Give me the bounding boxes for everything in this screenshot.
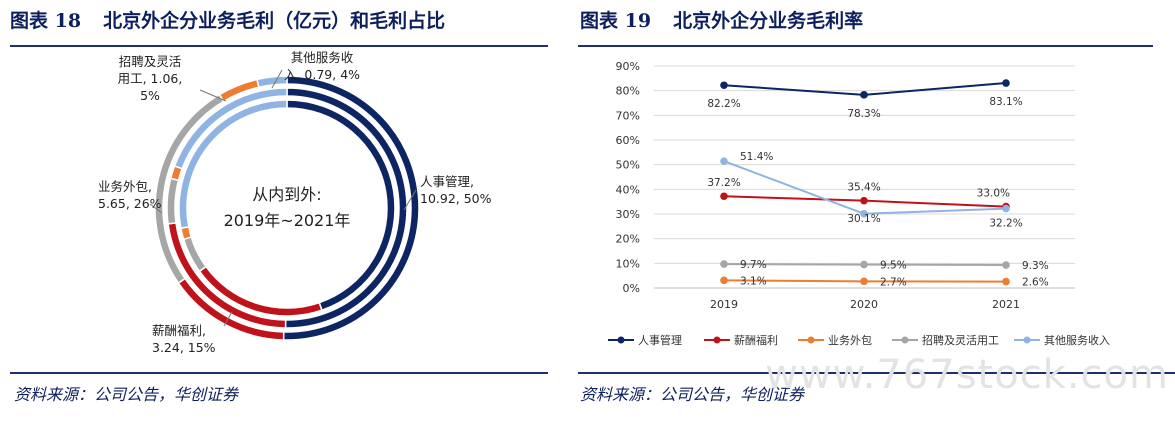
- donut-leader-line-2: [149, 203, 163, 214]
- left-source-rule: [10, 372, 548, 374]
- data-label-1-1: 35.4%: [847, 182, 880, 194]
- y-tick-label-0: 0%: [623, 282, 640, 295]
- donut-label-4-line-1: 入, 0.79, 4%: [284, 67, 360, 82]
- series-point-2-0: [720, 276, 728, 285]
- right-figure-title-text: 北京外企分业务毛利率: [673, 10, 864, 32]
- series-point-2-1: [860, 277, 868, 286]
- donut-label-2-line-1: 5.65, 26%: [98, 196, 162, 211]
- donut-label-0-line-1: 10.92, 50%: [420, 191, 492, 206]
- line-chart: 0% 10% 20% 30% 40% 50% 60% 70% 80% 90% 2019 2020 202…: [608, 60, 1110, 347]
- legend-marker-2: [807, 336, 815, 344]
- series-point-4-2: [1002, 204, 1010, 213]
- right-source-rule: [578, 372, 1175, 374]
- data-label-1-2: 33.0%: [977, 188, 1010, 200]
- donut-slice-2020-2: [166, 177, 180, 225]
- donut-slice-2021-4: [256, 75, 288, 89]
- watermark: www.767stock.com: [765, 352, 1169, 398]
- series-point-1-1: [860, 196, 868, 205]
- left-figure-number: 图表 18: [10, 10, 82, 32]
- donut-label-1-line-1: 3.24, 15%: [152, 340, 216, 355]
- legend-marker-0: [617, 336, 625, 344]
- left-figure-panel: 图表 18 北京外企分业务毛利（亿元）和毛利占比 从内到外: 2019年~2021年…: [0, 0, 560, 441]
- legend-label-4: 其他服务收入: [1044, 333, 1110, 347]
- donut-slice-2019-1: [198, 265, 323, 317]
- legend-label-2: 业务外包: [828, 334, 872, 347]
- legend-marker-1: [713, 336, 721, 344]
- series-point-3-0: [720, 260, 728, 268]
- data-label-4-2: 32.2%: [989, 218, 1022, 230]
- data-label-4-1: 30.1%: [847, 213, 880, 225]
- donut-leader-line-3: [199, 89, 227, 102]
- donut-label-4-line-0: 其他服务收: [291, 50, 354, 65]
- data-label-0-0: 82.2%: [707, 98, 740, 110]
- y-tick-label-4: 40%: [616, 183, 640, 196]
- data-label-2-1: 2.7%: [880, 276, 907, 288]
- data-label-2-0: 3.1%: [740, 275, 767, 287]
- donut-label-1-line-0: 薪酬福利,: [152, 323, 206, 338]
- data-label-1-0: 37.2%: [707, 177, 740, 189]
- series-point-4-1: [860, 209, 868, 218]
- donut-center-text-1: 2019年~2021年: [224, 211, 351, 230]
- donut-slice-2020-4: [173, 87, 288, 170]
- series-point-2-2: [1002, 277, 1010, 286]
- series-point-0-2: [1002, 79, 1010, 87]
- legend-marker-3: [901, 336, 909, 344]
- legend-marker-4: [1023, 336, 1031, 344]
- series-point-0-0: [720, 81, 728, 90]
- left-figure-title: 图表 18 北京外企分业务毛利（亿元）和毛利占比: [10, 6, 445, 33]
- donut-leader-line-1: [223, 311, 233, 327]
- donut-leader-line-0: [403, 189, 417, 211]
- series-point-3-2: [1002, 261, 1010, 269]
- donut-chart: 从内到外: 2019年~2021年 人事管理, 10.92, 50% 薪酬福利, 3.24…: [98, 50, 492, 355]
- data-label-0-1: 78.3%: [847, 108, 880, 120]
- donut-center-text-0: 从内到外:: [252, 185, 321, 204]
- right-figure-number: 图表 19: [580, 10, 652, 32]
- left-source-note: 资料来源：公司公告，华创证券: [14, 385, 239, 404]
- donut-slice-2019-4: [178, 99, 288, 230]
- right-source-note: 资料来源：公司公告，华创证券: [580, 385, 805, 404]
- right-title-rule: [578, 45, 1153, 47]
- legend-label-1: 薪酬福利: [734, 333, 778, 347]
- y-tick-label-9: 90%: [616, 60, 640, 73]
- left-figure-title-text: 北京外企分业务毛利（亿元）和毛利占比: [103, 10, 446, 32]
- donut-label-3-line-0: 招聘及灵活: [119, 54, 182, 69]
- right-figure-panel: 图表 19 北京外企分业务毛利率 0% 10% 20% 30% 40% 50% 60% 70% 8…: [578, 0, 1175, 441]
- y-tick-label-1: 10%: [616, 257, 640, 270]
- donut-label-0-line-0: 人事管理,: [420, 174, 474, 189]
- y-tick-label-8: 80%: [616, 85, 640, 98]
- series-point-0-1: [860, 91, 868, 99]
- series-point-1-0: [720, 192, 728, 201]
- y-tick-label-7: 70%: [616, 109, 640, 122]
- data-label-4-0: 51.4%: [740, 151, 773, 163]
- y-tick-label-2: 20%: [616, 233, 640, 246]
- series-point-4-0: [720, 157, 728, 166]
- donut-leader-line-4: [271, 69, 283, 89]
- donut-label-3-line-1: 用工, 1.06,: [118, 71, 183, 86]
- x-tick-label-0: 2019: [710, 298, 738, 311]
- y-tick-label-6: 60%: [616, 134, 640, 147]
- x-tick-label-2: 2021: [992, 298, 1020, 311]
- data-label-3-1: 9.5%: [880, 260, 907, 272]
- data-label-0-2: 83.1%: [989, 96, 1022, 108]
- data-label-2-2: 2.6%: [1022, 277, 1049, 289]
- left-title-rule: [10, 45, 548, 47]
- donut-label-2-line-0: 业务外包,: [98, 179, 152, 194]
- data-label-3-0: 9.7%: [740, 259, 767, 271]
- y-tick-label-3: 30%: [616, 208, 640, 221]
- x-tick-label-1: 2020: [850, 298, 878, 311]
- data-label-3-2: 9.3%: [1022, 260, 1049, 272]
- legend-label-0: 人事管理: [638, 333, 682, 347]
- y-tick-label-5: 50%: [616, 159, 640, 172]
- series-point-3-1: [860, 260, 868, 269]
- donut-label-3-line-2: 5%: [140, 88, 160, 103]
- right-figure-title: 图表 19 北京外企分业务毛利率: [580, 6, 863, 33]
- legend-label-3: 招聘及灵活用工: [922, 333, 999, 347]
